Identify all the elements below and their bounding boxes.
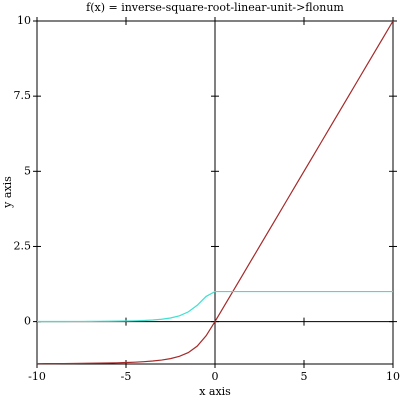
x-axis-label: x axis (199, 385, 231, 398)
x-tick-label: -5 (121, 370, 132, 383)
y-tick-label: 2.5 (14, 239, 32, 252)
y-tick-label: 5 (24, 164, 31, 177)
data-line (36, 290, 393, 323)
chart-title: f(x) = inverse-square-root-linear-unit->… (86, 1, 344, 14)
y-tick-label: 7.5 (14, 89, 32, 102)
data-line (36, 20, 394, 365)
x-tick-label: 5 (301, 370, 308, 383)
x-tick-label: 10 (386, 370, 400, 383)
y-tick-label: 10 (17, 14, 31, 27)
y-axis-label: y axis (1, 176, 14, 209)
x-tick-label: 0 (212, 370, 219, 383)
y-tick-label: 0 (24, 315, 31, 328)
x-tick-label: -10 (28, 370, 46, 383)
